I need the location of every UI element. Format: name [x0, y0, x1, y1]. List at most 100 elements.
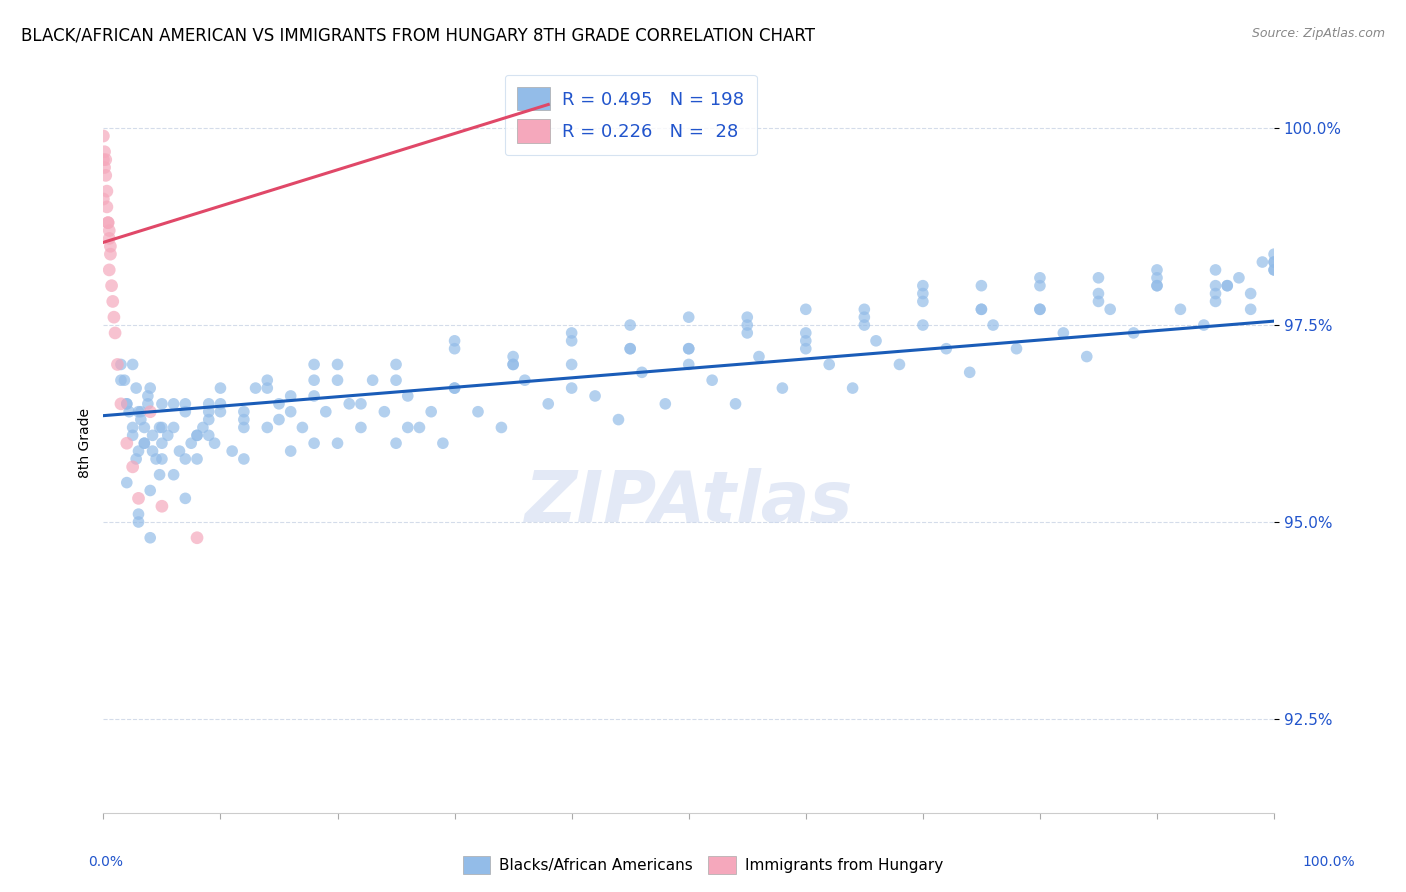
Point: [502, 358, 524, 372]
Point: [794, 302, 817, 317]
Point: [935, 342, 957, 356]
Point: [174, 405, 197, 419]
Point: [315, 405, 337, 419]
Point: [103, 310, 125, 325]
Point: [110, 358, 132, 372]
Point: [794, 342, 817, 356]
Point: [128, 491, 150, 506]
Point: [770, 381, 793, 395]
Point: [125, 381, 148, 395]
Point: [107, 358, 129, 372]
Point: [443, 342, 465, 356]
Point: [93, 153, 115, 167]
Point: [491, 420, 513, 434]
Point: [150, 452, 173, 467]
Point: [174, 452, 197, 467]
Point: [700, 373, 723, 387]
Point: [735, 318, 758, 332]
Point: [513, 373, 536, 387]
Y-axis label: 8th Grade: 8th Grade: [79, 409, 93, 478]
Point: [981, 318, 1004, 332]
Point: [467, 405, 489, 419]
Point: [748, 350, 770, 364]
Point: [121, 420, 143, 434]
Point: [97, 216, 120, 230]
Point: [1240, 286, 1263, 301]
Point: [678, 342, 700, 356]
Point: [1099, 302, 1122, 317]
Point: [420, 405, 443, 419]
Point: [162, 467, 184, 482]
Text: 0.0%: 0.0%: [89, 855, 122, 869]
Point: [115, 475, 138, 490]
Point: [162, 397, 184, 411]
Point: [735, 326, 758, 340]
Point: [841, 381, 863, 395]
Point: [186, 531, 208, 545]
Point: [1240, 302, 1263, 317]
Point: [98, 263, 121, 277]
Point: [1029, 302, 1052, 317]
Point: [853, 302, 876, 317]
Point: [583, 389, 606, 403]
Point: [337, 397, 360, 411]
Point: [631, 365, 654, 379]
Point: [134, 436, 156, 450]
Point: [209, 397, 232, 411]
Point: [1192, 318, 1215, 332]
Point: [93, 145, 115, 159]
Point: [128, 515, 150, 529]
Point: [256, 420, 278, 434]
Point: [502, 358, 524, 372]
Legend: R = 0.495   N = 198, R = 0.226   N =  28: R = 0.495 N = 198, R = 0.226 N = 28: [505, 75, 756, 155]
Point: [302, 436, 325, 450]
Point: [174, 491, 197, 506]
Point: [350, 420, 373, 434]
Point: [98, 231, 121, 245]
Point: [1146, 278, 1168, 293]
Point: [96, 200, 118, 214]
Point: [911, 278, 934, 293]
Point: [100, 247, 122, 261]
Point: [186, 452, 208, 467]
Point: [350, 397, 373, 411]
Point: [115, 397, 138, 411]
Point: [443, 381, 465, 395]
Point: [256, 373, 278, 387]
Point: [1146, 263, 1168, 277]
Point: [818, 358, 841, 372]
Point: [114, 373, 136, 387]
Point: [150, 397, 173, 411]
Point: [221, 444, 243, 458]
Point: [889, 358, 911, 372]
Point: [1029, 270, 1052, 285]
Point: [162, 420, 184, 434]
Point: [1216, 278, 1239, 293]
Point: [1216, 278, 1239, 293]
Point: [156, 428, 179, 442]
Point: [678, 358, 700, 372]
Point: [145, 452, 167, 467]
Point: [121, 428, 143, 442]
Point: [169, 444, 191, 458]
Point: [128, 405, 150, 419]
Text: BLACK/AFRICAN AMERICAN VS IMMIGRANTS FROM HUNGARY 8TH GRADE CORRELATION CHART: BLACK/AFRICAN AMERICAN VS IMMIGRANTS FRO…: [21, 27, 815, 45]
Point: [141, 428, 163, 442]
Point: [1052, 326, 1074, 340]
Point: [209, 405, 232, 419]
Point: [1087, 286, 1109, 301]
Point: [93, 128, 115, 143]
Point: [148, 420, 170, 434]
Point: [326, 358, 349, 372]
Point: [959, 365, 981, 379]
Point: [280, 444, 302, 458]
Point: [1263, 247, 1285, 261]
Point: [256, 381, 278, 395]
Point: [970, 302, 993, 317]
Point: [139, 531, 162, 545]
Point: [129, 405, 152, 419]
Point: [267, 397, 290, 411]
Point: [678, 342, 700, 356]
Point: [1205, 294, 1227, 309]
Point: [136, 397, 159, 411]
